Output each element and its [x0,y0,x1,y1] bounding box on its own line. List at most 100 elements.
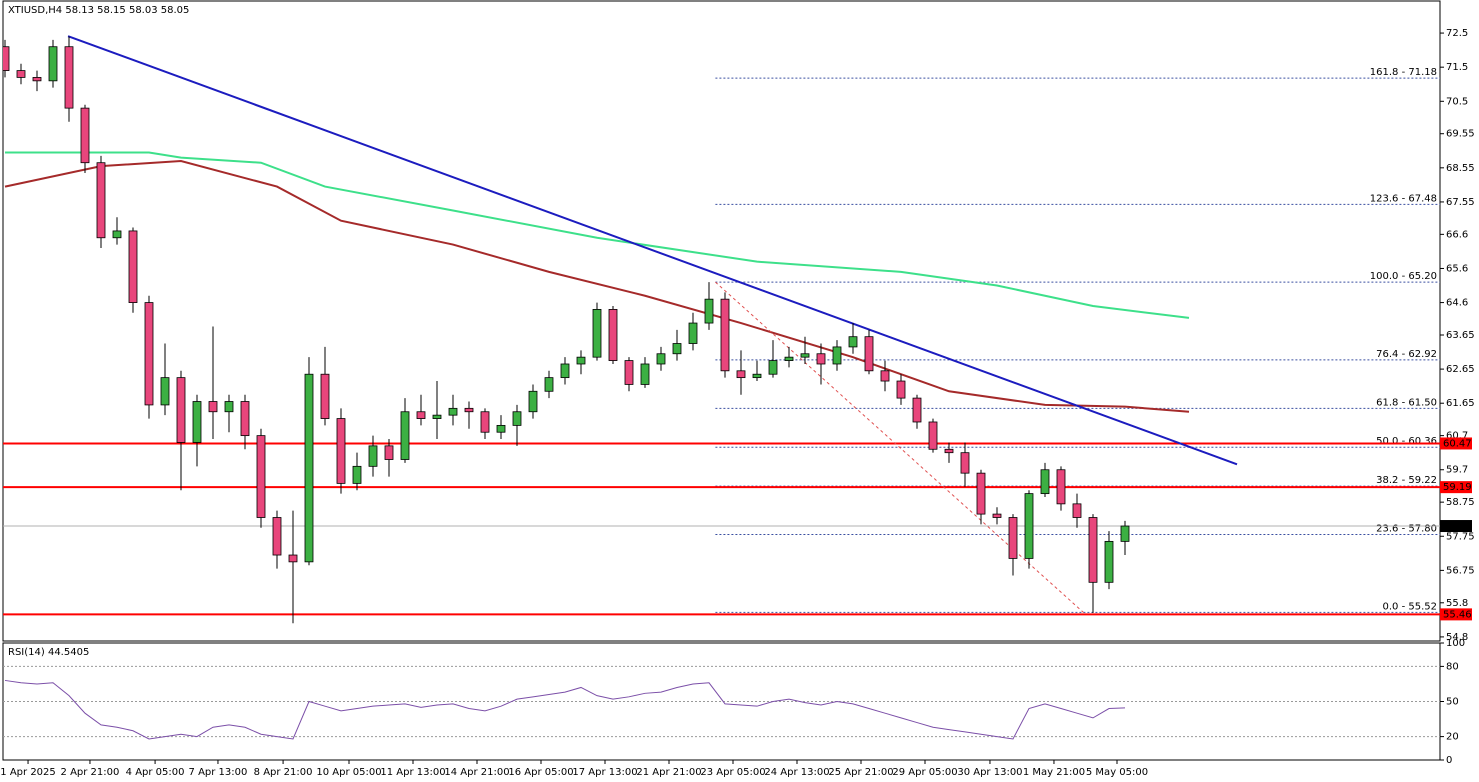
candle-body [864,336,874,372]
candle-body [544,377,554,392]
candle-body [944,448,954,454]
x-tick-label: 8 Apr 21:00 [254,767,313,778]
x-tick-label: 25 Apr 21:00 [828,767,893,778]
rsi-line [4,679,1126,740]
candle-body [720,298,730,372]
candle-body [848,336,858,348]
candle-body [784,356,794,361]
candle-body [240,401,250,437]
y-tick-label: 68.55 [1446,163,1475,174]
x-tick-label: 23 Apr 05:00 [700,767,765,778]
candle-body [64,46,74,109]
candle-body [1088,517,1098,583]
fib-diagonal [715,281,1084,613]
candle-body [288,554,298,563]
candle-body [704,298,714,324]
fib-label: 123.6 - 67.48 [1370,193,1437,204]
fib-label: 38.2 - 59.22 [1376,475,1437,486]
y-tick-label: 54.8 [1446,632,1468,643]
candle-body [1040,469,1050,495]
candle-body [80,107,90,164]
y-tick-label: 62.65 [1446,364,1475,375]
candle-body [1024,493,1034,559]
fib-label: 61.8 - 61.50 [1376,397,1437,408]
candle-body [144,302,154,406]
x-tick-label: 24 Apr 13:00 [764,767,829,778]
candle-body [48,46,58,82]
candle-body [496,424,506,433]
candle-body [800,353,810,358]
x-tick-label: 10 Apr 05:00 [316,767,381,778]
moving-average [4,159,1190,413]
x-tick-label: 5 May 05:00 [1086,767,1148,778]
y-tick-label: 72.5 [1446,28,1468,39]
candle-body [224,401,234,413]
candle-body [624,360,634,385]
candle-body [1008,517,1018,559]
candle-body [208,401,218,413]
candle-body [160,377,170,406]
price-tag-label: 58.05 [1443,521,1472,532]
fib-label: 161.8 - 71.18 [1370,67,1437,78]
candle-body [96,162,106,239]
x-tick-label: 1 Apr 2025 [0,767,55,778]
candle-body [816,353,826,365]
level-tag [1440,437,1472,450]
candle-body [1104,540,1114,583]
y-tick-label: 63.65 [1446,330,1475,341]
candle-body [928,421,938,450]
candle-body [368,445,378,467]
y-tick-label: 58.75 [1446,497,1475,508]
candle-body [896,380,906,399]
candle-body [560,363,570,379]
level-tag-label: 55.46 [1443,609,1472,620]
x-tick-label: 11 Apr 13:00 [380,767,445,778]
fib-label: 0.0 - 55.52 [1383,601,1438,612]
x-tick-label: 29 Apr 05:00 [892,767,957,778]
level-tag-label: 60.47 [1443,438,1472,449]
candle-body [992,513,1002,518]
y-tick-label: 64.6 [1446,298,1468,309]
x-tick-label: 14 Apr 21:00 [444,767,509,778]
candle-body [880,370,890,382]
moving-average [5,151,1190,319]
candle-body [256,435,266,518]
candle-body [576,356,586,365]
candle-body [1056,469,1066,505]
rsi-tick-label: 80 [1446,661,1459,672]
rsi-tick-label: 100 [1446,638,1465,649]
candle-body [976,472,986,515]
candle-body [832,346,842,365]
candle-body [416,411,426,419]
y-tick-label: 57.75 [1446,531,1475,542]
candle-body [640,363,650,385]
trendline [67,35,1238,466]
candle-body [352,465,362,484]
y-tick-label: 59.7 [1446,465,1468,476]
y-tick-label: 67.55 [1446,197,1475,208]
candle-body [112,230,122,239]
candle-body [336,418,346,484]
y-tick-label: 66.6 [1446,229,1468,240]
candle-body [448,407,458,416]
candle-body [16,70,26,78]
candle-body [432,414,442,419]
rsi-tick-label: 0 [1446,755,1452,766]
price-tag [1440,520,1472,533]
candle-body [592,309,602,358]
candle-body [272,517,282,556]
candle-body [320,373,330,419]
x-tick-label: 17 Apr 13:00 [572,767,637,778]
y-tick-label: 65.6 [1446,263,1468,274]
x-tick-label: 4 Apr 05:00 [126,767,185,778]
fib-label: 23.6 - 57.80 [1376,524,1437,535]
y-tick-label: 61.65 [1446,398,1475,409]
main-plot: 161.8 - 71.18 123.6 - 67.48 100.0 - 65.20 7… [3,35,1440,624]
candle-body [672,343,682,355]
candle-body [304,373,314,563]
y-tick-label: 70.5 [1446,96,1468,107]
rsi-tick-label: 20 [1446,732,1459,743]
fib-label: 50.0 - 60.36 [1376,436,1437,447]
y-tick-label: 55.8 [1446,598,1468,609]
candle-body [608,309,618,361]
